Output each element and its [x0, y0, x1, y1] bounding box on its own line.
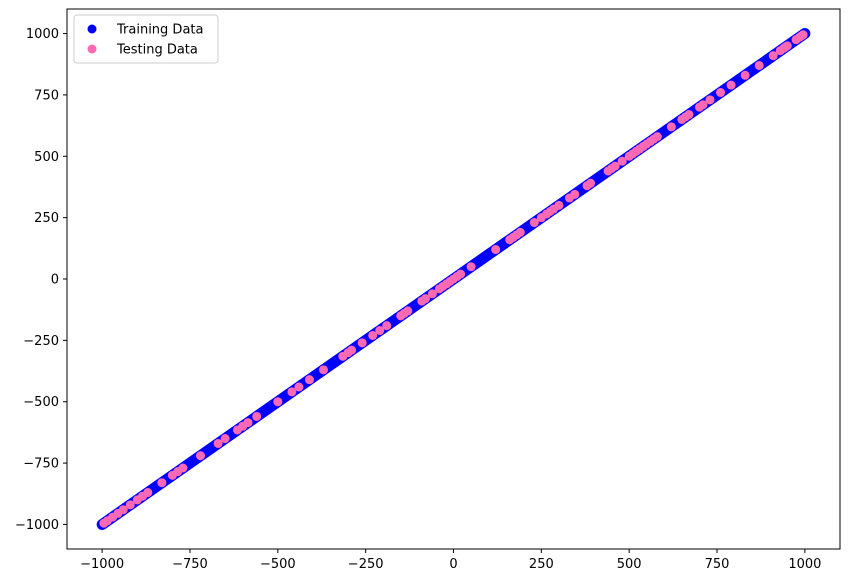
legend-box	[73, 14, 219, 64]
testing-data-point	[294, 382, 304, 392]
legend-marker	[87, 24, 97, 34]
testing-data-point	[716, 87, 726, 97]
y-tick-label: 750	[34, 88, 59, 103]
testing-data-point	[347, 345, 357, 355]
testing-data-point	[726, 80, 736, 90]
testing-data-point	[178, 463, 188, 473]
training-data-point	[188, 456, 198, 466]
testing-data-point	[466, 262, 476, 272]
y-axis: −1000 −750 −500 −250 0 250 500 750 1000	[15, 27, 67, 533]
testing-data-point	[529, 218, 539, 228]
testing-data-point	[768, 51, 778, 61]
training-data-point	[477, 254, 487, 264]
testing-data-point	[273, 397, 283, 407]
y-tick-label: −750	[23, 457, 59, 472]
x-tick-label: 0	[449, 557, 457, 572]
testing-data-point	[515, 227, 525, 237]
training-data-point	[280, 392, 290, 402]
x-tick-label: 500	[617, 557, 642, 572]
legend: Training Data Testing Data	[73, 14, 219, 64]
testing-data-point	[698, 100, 708, 110]
testing-data-point	[357, 338, 367, 348]
training-data-point	[259, 407, 269, 417]
y-tick-label: −1000	[15, 518, 59, 533]
x-tick-label: −1000	[80, 557, 124, 572]
testing-data-point	[705, 95, 715, 105]
testing-data-point	[782, 41, 792, 51]
training-data-point	[596, 171, 606, 181]
legend-marker	[87, 44, 97, 54]
testing-data-point	[213, 438, 223, 448]
y-tick-label: 0	[51, 273, 59, 288]
x-tick-label: 250	[529, 557, 554, 572]
legend-label: Training Data	[116, 23, 203, 38]
testing-data-point	[196, 451, 206, 461]
testing-data-point	[220, 434, 230, 444]
x-tick-label: 750	[705, 557, 730, 572]
testing-data-point	[754, 60, 764, 70]
x-tick-label: −750	[172, 557, 208, 572]
y-tick-label: −250	[23, 334, 59, 349]
testing-data-point	[798, 30, 808, 40]
testing-data-point	[684, 110, 694, 120]
testing-data-point	[243, 418, 253, 428]
training-data-point	[498, 240, 508, 250]
testing-data-point	[570, 189, 580, 199]
y-tick-label: −500	[23, 395, 59, 410]
testing-data-point	[375, 326, 385, 336]
training-data-point	[203, 446, 213, 456]
testing-data-point	[617, 156, 627, 166]
testing-data-point	[554, 200, 564, 210]
testing-data-point	[586, 178, 596, 188]
testing-data-point	[368, 330, 378, 340]
testing-data-point	[420, 294, 430, 304]
training-data-point	[659, 127, 669, 137]
legend-label: Testing Data	[116, 43, 198, 58]
y-tick-label: 500	[34, 150, 59, 165]
testing-data-point	[666, 122, 676, 132]
testing-data-point	[491, 245, 501, 255]
testing-data-point	[610, 161, 620, 171]
testing-data-point	[318, 365, 328, 375]
testing-data-point	[252, 411, 262, 421]
testing-data-point	[382, 321, 392, 331]
testing-data-point	[403, 306, 413, 316]
testing-data-point	[427, 289, 437, 299]
x-tick-label: −250	[348, 557, 384, 572]
x-tick-label: −500	[260, 557, 296, 572]
training-data-point	[484, 249, 494, 259]
testing-data-point	[125, 500, 135, 510]
x-axis: −1000 −750 −500 −250 0 250 500 750 1000	[80, 549, 821, 572]
testing-data-point	[304, 375, 314, 385]
testing-data-point	[143, 488, 153, 498]
testing-data-point	[456, 269, 466, 279]
testing-data-point	[157, 478, 167, 488]
testing-data-point	[287, 387, 297, 397]
training-data-point	[266, 402, 276, 412]
y-tick-label: 1000	[26, 27, 59, 42]
x-tick-label: 1000	[788, 557, 821, 572]
training-data-point	[329, 357, 339, 367]
testing-data-point	[740, 70, 750, 80]
testing-data-point	[652, 132, 662, 142]
testing-points-layer	[99, 30, 808, 528]
testing-data-point	[118, 505, 128, 515]
y-tick-label: 250	[34, 211, 59, 226]
